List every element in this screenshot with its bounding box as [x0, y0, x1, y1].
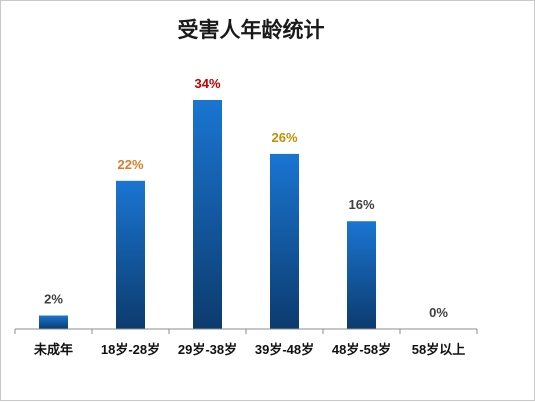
bar-value-label: 22% [117, 157, 143, 172]
bar [347, 221, 376, 329]
x-tick-label: 48岁-58岁 [332, 342, 391, 357]
bar [193, 100, 222, 329]
bar-value-label: 0% [429, 305, 448, 320]
bar-value-label: 2% [44, 292, 63, 307]
bar [39, 315, 68, 329]
chart-title: 受害人年龄统计 [177, 17, 325, 42]
x-tick-label: 29岁-38岁 [178, 342, 237, 357]
x-tick-label: 未成年 [33, 342, 73, 357]
x-tick-label: 58岁以上 [412, 342, 465, 357]
bar [270, 153, 299, 329]
bar [116, 180, 145, 329]
bar-value-label: 26% [271, 130, 297, 145]
x-tick-label: 18岁-28岁 [101, 342, 160, 357]
bar-value-label: 34% [194, 76, 220, 91]
x-tick-label: 39岁-48岁 [255, 342, 314, 357]
bar-value-label: 16% [348, 197, 374, 212]
